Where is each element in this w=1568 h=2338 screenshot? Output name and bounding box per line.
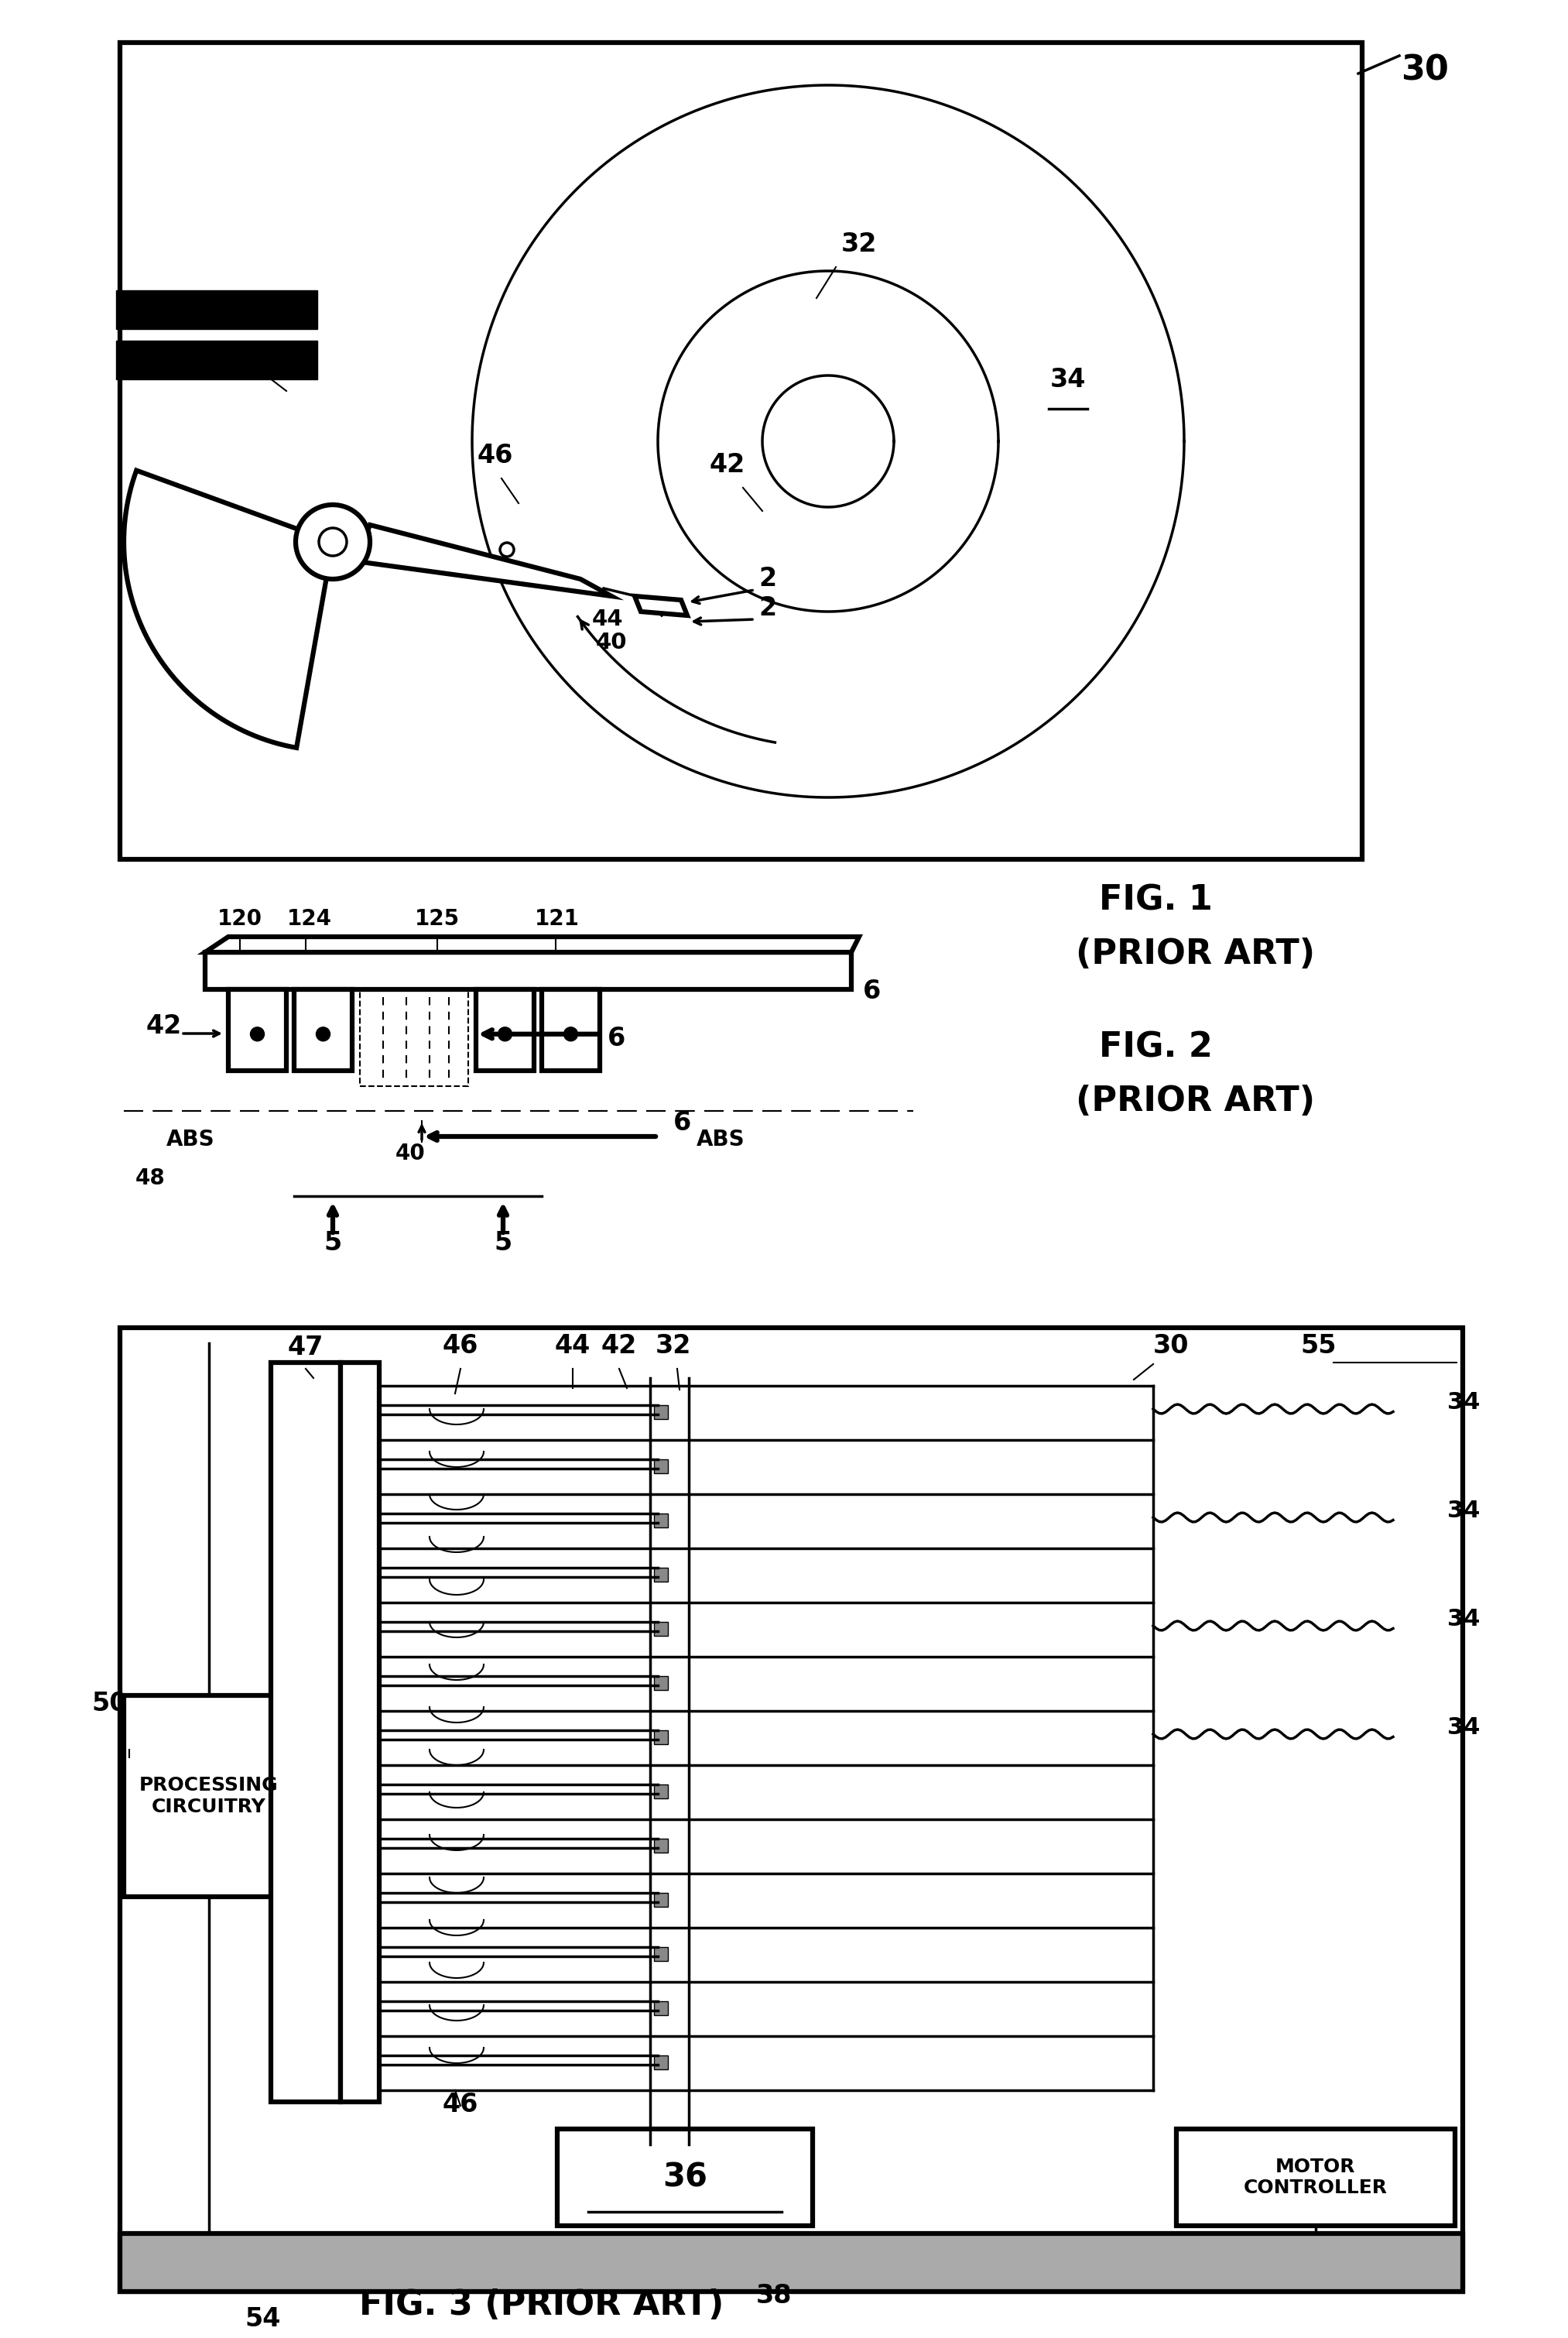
Bar [477,989,535,1071]
Text: 44: 44 [591,608,622,631]
Bar [340,1363,379,2102]
Bar [543,989,601,1071]
Text: 46: 46 [477,442,513,468]
Bar [295,989,353,1071]
Bar [121,1328,1463,2291]
Bar [654,1623,668,1637]
Text: 5: 5 [494,1230,513,1256]
Bar [361,989,469,1087]
Text: PROCESSING
CIRCUITRY: PROCESSING CIRCUITRY [140,1777,279,1817]
Circle shape [251,1026,265,1040]
Text: 32: 32 [655,1333,691,1358]
Circle shape [317,1026,331,1040]
Bar [271,1363,340,2102]
Text: 42: 42 [710,451,745,477]
Circle shape [564,1026,577,1040]
Text: 2: 2 [759,596,776,622]
Polygon shape [762,376,894,507]
Text: (PRIOR ART): (PRIOR ART) [1076,938,1316,970]
Bar [1176,2130,1455,2226]
Bar [124,1695,295,1896]
Text: ABS: ABS [696,1129,745,1150]
Text: 32: 32 [840,231,877,257]
Text: 44: 44 [555,1333,591,1358]
Text: FIG. 1: FIG. 1 [1099,884,1212,916]
Text: 42: 42 [601,1333,637,1358]
Text: 47: 47 [234,339,270,365]
Bar [654,1894,668,1908]
Text: 34: 34 [1447,1499,1480,1522]
Bar [654,1405,668,1419]
Text: 30: 30 [1152,1333,1189,1358]
Text: 2: 2 [759,566,776,592]
Text: 121: 121 [535,907,580,931]
Text: (PRIOR ART): (PRIOR ART) [1076,1085,1316,1118]
Bar [654,1730,668,1744]
Bar [229,989,287,1071]
Text: FIG. 2: FIG. 2 [1099,1031,1212,1064]
Text: 6: 6 [862,980,881,1003]
Text: 55: 55 [1300,1333,1336,1358]
Circle shape [499,1026,513,1040]
Bar [654,1948,668,1962]
Circle shape [318,528,347,556]
Bar [654,1459,668,1473]
Text: 125: 125 [416,907,459,931]
Polygon shape [116,341,317,379]
Text: 46: 46 [442,2093,478,2118]
Text: 40: 40 [596,631,627,652]
Bar [654,1676,668,1690]
Bar [121,42,1363,860]
Text: 50: 50 [91,1690,127,1716]
Text: 42: 42 [146,1012,182,1038]
Text: 6: 6 [607,1026,626,1052]
Text: ABS: ABS [166,1129,215,1150]
Polygon shape [205,938,859,952]
Text: 48: 48 [135,1167,166,1190]
Text: 5: 5 [325,1230,342,1256]
Polygon shape [356,526,612,596]
Text: 54: 54 [245,2305,281,2331]
Bar [654,1784,668,1798]
Polygon shape [116,290,317,330]
Text: 38: 38 [756,2282,792,2308]
Text: FIG. 3 (PRIOR ART): FIG. 3 (PRIOR ART) [359,2289,724,2322]
Polygon shape [635,596,687,615]
Bar [121,2233,1463,2291]
Bar [557,2130,812,2226]
Polygon shape [205,952,851,989]
Bar [654,1838,668,1852]
Circle shape [500,542,514,556]
Text: 40: 40 [395,1143,425,1164]
Text: 30: 30 [1400,54,1449,87]
Text: 34: 34 [1447,1716,1480,1739]
Text: 34: 34 [1447,1609,1480,1630]
Text: 47: 47 [289,1335,323,1361]
Text: 124: 124 [287,907,332,931]
Bar [654,2001,668,2015]
Bar [654,2055,668,2069]
Circle shape [296,505,370,580]
Text: 34: 34 [1447,1391,1480,1414]
Text: 6: 6 [673,1111,691,1136]
Text: 46: 46 [442,1333,478,1358]
Text: 120: 120 [218,907,262,931]
Text: 34: 34 [1051,367,1087,393]
Polygon shape [124,470,328,748]
Text: MOTOR
CONTROLLER: MOTOR CONTROLLER [1243,2158,1388,2198]
Text: 36: 36 [663,2160,707,2193]
Bar [654,1569,668,1580]
Bar [654,1513,668,1527]
